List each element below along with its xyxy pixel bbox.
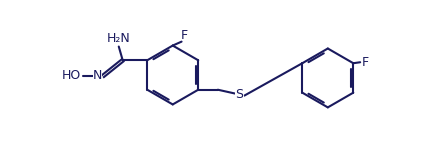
Text: S: S [236,88,244,101]
Text: F: F [181,29,188,42]
Text: HO: HO [62,69,82,82]
Text: H₂N: H₂N [107,32,131,45]
Text: F: F [362,56,369,69]
Text: N: N [93,69,102,82]
